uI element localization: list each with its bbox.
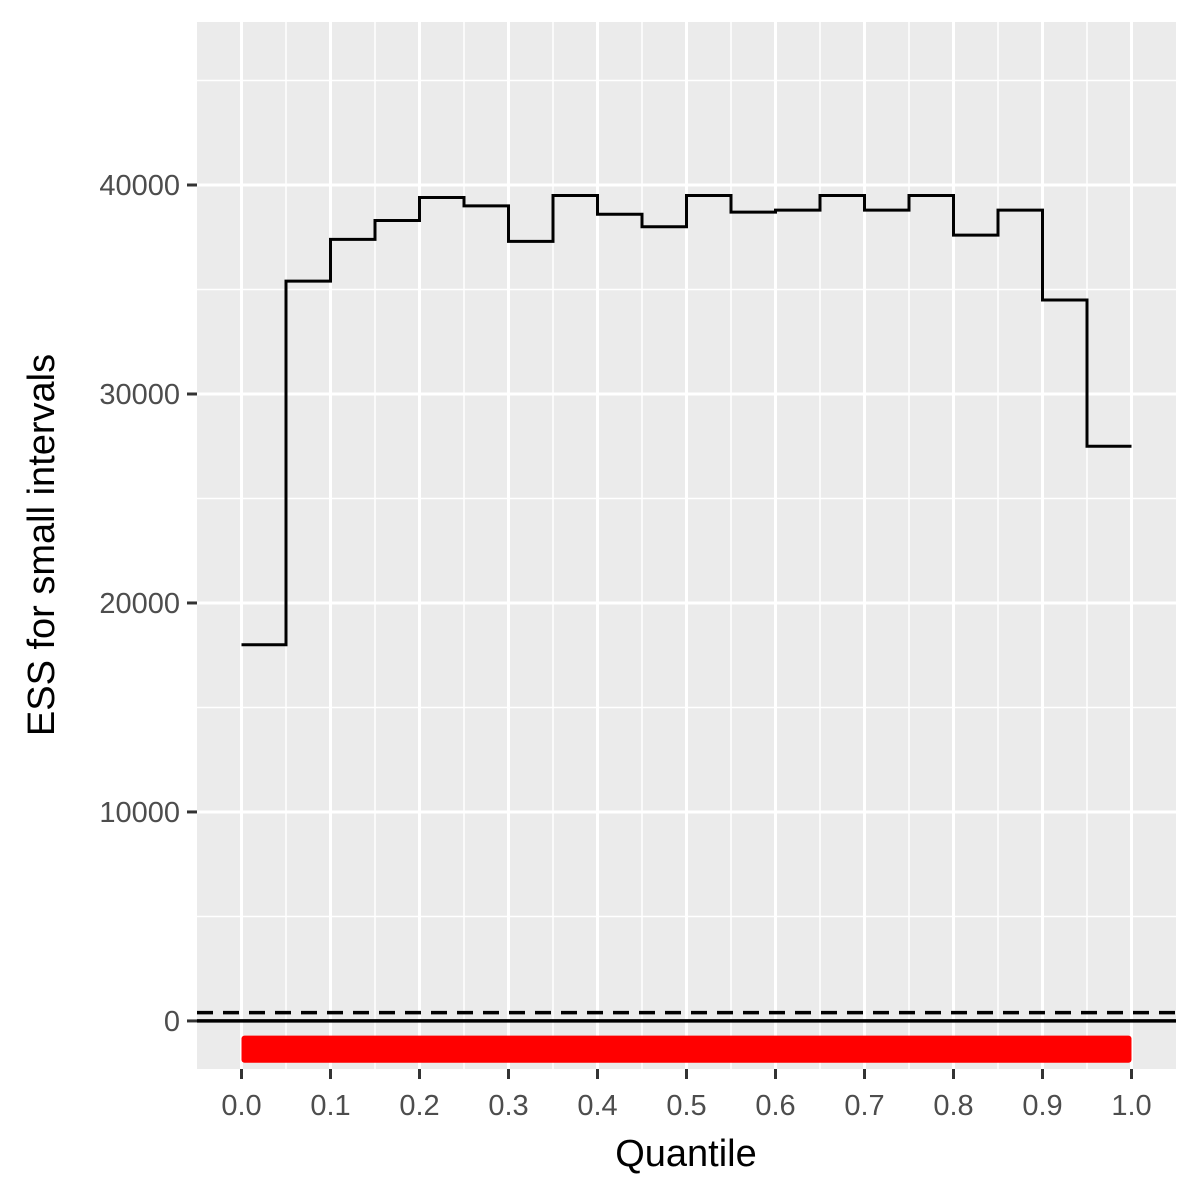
x-tick-label: 0.8 [933,1090,973,1122]
series-layer [241,193,1132,647]
x-tick-label: 0.3 [488,1090,528,1122]
reference-lines [197,1010,1176,1023]
axes: 0 10000 20000 30000 40000 0.0 0.1 0.2 0.3 0.4 0.5 0… [99,170,1151,1122]
y-axis-title: ESS for small intervals [21,354,63,736]
rug-marks [241,1035,1132,1063]
y-tick-label: 20000 [99,588,180,620]
y-tick-label: 40000 [99,170,180,202]
x-tick-label: 0.0 [221,1090,261,1122]
x-axis-title: Quantile [615,1133,757,1175]
x-tick-label: 1.0 [1111,1090,1151,1122]
y-tick-label: 30000 [99,379,180,411]
x-tick-label: 0.1 [310,1090,350,1122]
x-tick-label: 0.6 [755,1090,795,1122]
x-tick-label: 0.5 [666,1090,706,1122]
rug-layer [241,1035,1132,1063]
x-tick-label: 0.7 [844,1090,884,1122]
y-tick-label: 0 [164,1006,180,1038]
y-tick-label: 10000 [99,797,180,829]
x-tick-label: 0.4 [577,1090,617,1122]
ess-step-line [241,193,1132,647]
x-tick-label: 0.9 [1022,1090,1062,1122]
x-tick-label: 0.2 [399,1090,439,1122]
